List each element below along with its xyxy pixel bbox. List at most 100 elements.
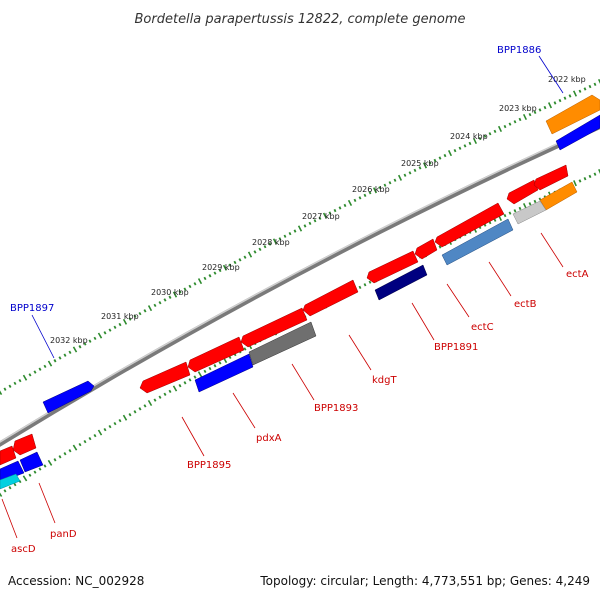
minor-tick (328, 211, 332, 215)
major-tick (172, 385, 178, 392)
minor-tick (413, 168, 417, 172)
minor-tick (68, 449, 72, 453)
minor-tick (538, 108, 542, 112)
minor-tick (463, 144, 467, 148)
gene-ectC-red[interactable] (366, 250, 419, 284)
minor-tick (218, 268, 222, 273)
minor-tick (263, 245, 267, 249)
gene-label-BPP1886[interactable]: BPP1886 (497, 45, 541, 56)
major-tick (472, 137, 478, 145)
gene-red[interactable] (12, 433, 37, 456)
minor-tick (578, 89, 582, 93)
minor-tick (358, 196, 362, 200)
major-tick (47, 360, 53, 367)
gene-BPP1893-gray[interactable] (248, 321, 317, 366)
gene-red[interactable] (506, 179, 539, 205)
gene-label-BPP1891[interactable]: BPP1891 (434, 342, 478, 353)
gene-kdgT-red[interactable] (302, 279, 359, 317)
major-tick (598, 168, 600, 174)
minor-tick (268, 242, 272, 246)
scale-label: 2028 kbp (252, 238, 290, 247)
minor-tick (493, 129, 497, 133)
gene-red-edge[interactable] (0, 445, 17, 466)
minor-tick (293, 229, 297, 233)
gene-BPP1895-red[interactable] (139, 361, 191, 394)
minor-tick (178, 290, 182, 294)
minor-tick (258, 247, 262, 252)
minor-tick (558, 98, 562, 103)
minor-tick (178, 383, 182, 388)
minor-tick (28, 473, 32, 477)
gene-label-ectA[interactable]: ectA (566, 269, 589, 280)
gene-ectB-steel[interactable] (441, 218, 514, 266)
minor-tick (418, 166, 422, 170)
gene-label-kdgT[interactable]: kdgT (372, 375, 397, 386)
gene-ascD-cyan[interactable] (0, 473, 21, 490)
gene-ectB-red[interactable] (434, 202, 505, 248)
minor-tick (43, 464, 47, 468)
scale-label: 2030 kbp (151, 288, 189, 297)
gene-panD-blue[interactable] (19, 451, 44, 473)
scale-label: 2025 kbp (401, 159, 439, 168)
minor-tick (403, 173, 407, 177)
minor-tick (153, 303, 157, 308)
minor-tick (28, 373, 32, 377)
minor-tick (368, 191, 372, 195)
gene-label-panD[interactable]: panD (50, 529, 77, 540)
gene-ectA-silver[interactable] (512, 200, 547, 225)
major-tick (97, 429, 103, 436)
gene-BPP1886-orange[interactable] (545, 94, 600, 135)
reverse-genes (0, 164, 578, 490)
minor-tick (88, 339, 92, 343)
gene-label-BPP1895[interactable]: BPP1895 (187, 460, 231, 471)
minor-tick (468, 141, 472, 146)
genome-backbone (0, 123, 600, 447)
gene-red[interactable] (240, 307, 308, 348)
gene-blue-edge[interactable] (0, 460, 25, 483)
minor-tick (18, 378, 22, 383)
minor-tick (163, 392, 167, 396)
gene-BPP1886-blue[interactable] (555, 114, 600, 151)
minor-tick (128, 317, 132, 321)
gene-BPP1897-blue[interactable] (42, 380, 95, 414)
gene-pdxA-blue[interactable] (194, 353, 254, 393)
minor-tick (58, 356, 62, 360)
minor-tick (433, 158, 437, 163)
minor-tick (358, 285, 362, 289)
major-tick (172, 291, 178, 298)
minor-tick (128, 413, 132, 417)
minor-tick (278, 237, 282, 241)
gene-label-BPP1893[interactable]: BPP1893 (314, 403, 358, 414)
minor-tick (33, 370, 37, 374)
minor-tick (213, 364, 217, 368)
major-tick (397, 174, 403, 181)
major-tick (597, 78, 600, 84)
minor-tick (368, 280, 372, 284)
minor-tick (68, 350, 72, 355)
minor-tick (503, 124, 507, 129)
gene-red[interactable] (533, 164, 569, 191)
minor-tick (428, 161, 432, 165)
gene-label-ectC[interactable]: ectC (471, 322, 494, 333)
major-tick (197, 371, 203, 378)
gene-label-pdxA[interactable]: pdxA (256, 433, 282, 444)
minor-tick (188, 284, 192, 289)
minor-tick (58, 455, 62, 459)
gene-red-small[interactable] (414, 238, 438, 260)
minor-tick (108, 328, 112, 332)
minor-tick (288, 232, 292, 236)
major-tick (347, 199, 353, 206)
major-tick (147, 305, 153, 312)
scale-label: 2031 kbp (101, 312, 139, 321)
minor-tick (583, 177, 587, 181)
gene-label-BPP1897[interactable]: BPP1897 (10, 303, 54, 314)
gene-label-ectB[interactable]: ectB (514, 299, 537, 310)
gene-label-ascD[interactable]: ascD (11, 544, 36, 555)
minor-tick (508, 211, 512, 215)
minor-tick (483, 134, 487, 138)
minor-tick (438, 245, 442, 249)
gene-BPP1891-navy[interactable] (374, 264, 428, 301)
gene-red[interactable] (187, 336, 245, 373)
minor-tick (193, 282, 197, 286)
